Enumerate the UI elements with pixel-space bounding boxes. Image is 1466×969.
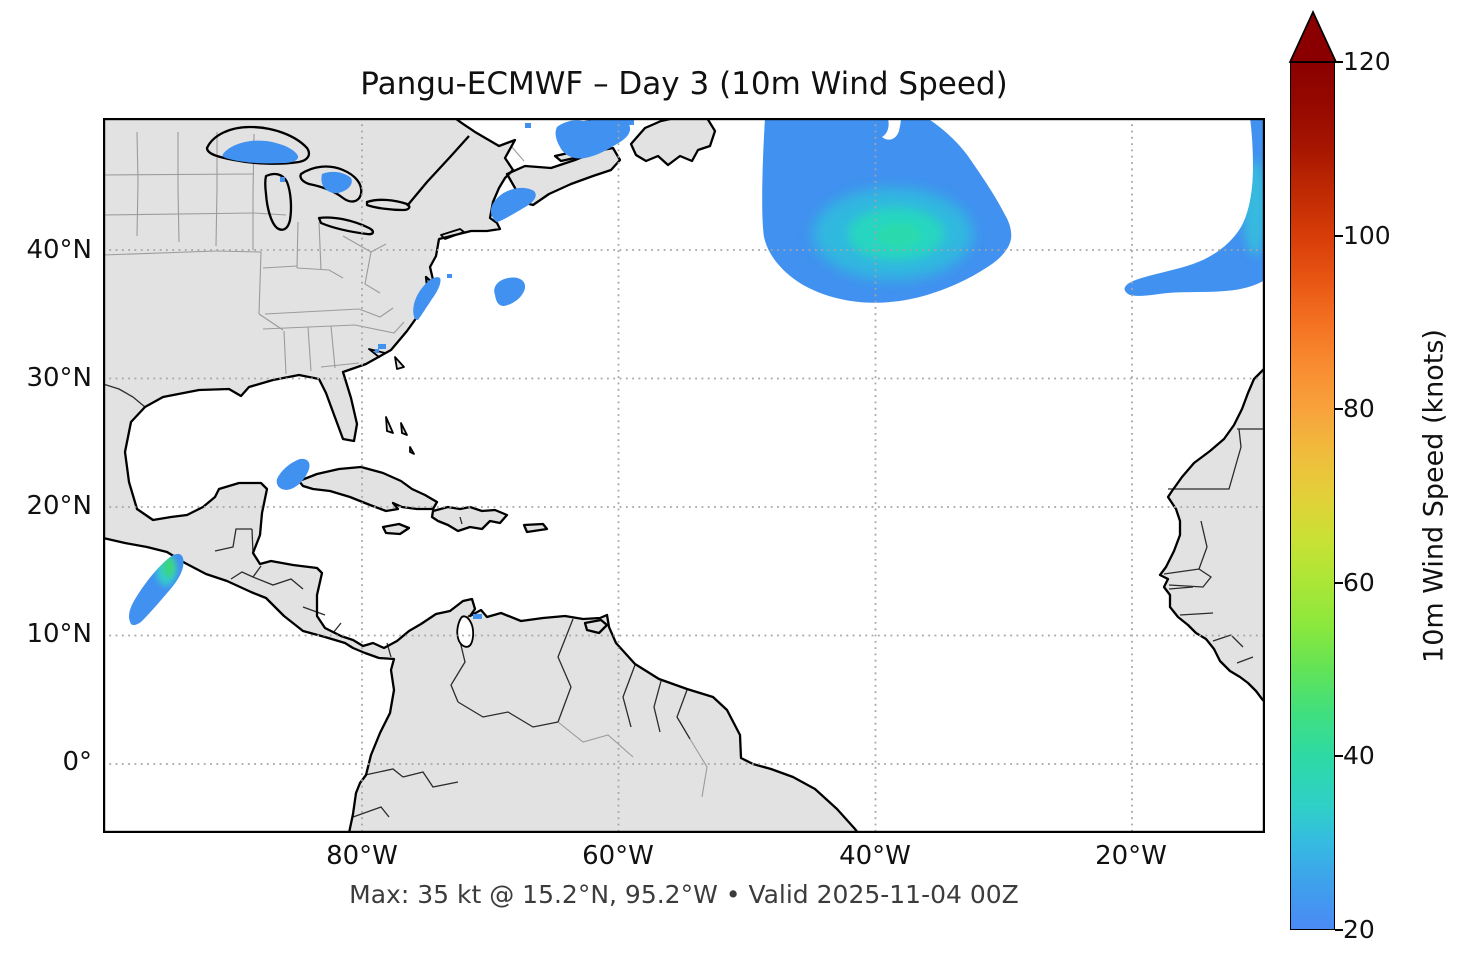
colorbar-label-120: 120 xyxy=(1343,47,1391,76)
wind-patch-mid-atlantic-coast xyxy=(413,277,441,320)
colorbar-label-100: 100 xyxy=(1343,221,1391,250)
wind-patch-nw-cuba xyxy=(276,458,310,490)
x-tick-40w: 40°W xyxy=(839,841,911,871)
colorbar-label-40: 40 xyxy=(1343,741,1375,770)
x-tick-20w: 20°W xyxy=(1095,841,1167,871)
colorbar-tick-100 xyxy=(1335,235,1343,237)
map-svg xyxy=(103,118,1265,833)
country-borders xyxy=(103,383,1265,818)
wind-patch-gulf-st-lawrence xyxy=(525,118,634,159)
plot-title: Pangu-ECMWF – Day 3 (10m Wind Speed) xyxy=(360,66,1008,102)
y-tick-10n: 10°N xyxy=(26,619,92,649)
wind-patch-north-atlantic xyxy=(762,118,1012,303)
wind-patch-gulf-of-maine xyxy=(490,187,536,222)
plot-border xyxy=(103,118,1265,833)
x-tick-60w: 60°W xyxy=(582,841,654,871)
state-borders xyxy=(103,131,708,798)
wind-patch-offshore-oval xyxy=(494,277,526,306)
colorbar-label-20: 20 xyxy=(1343,915,1375,944)
wind-patch-small-dots xyxy=(375,274,482,619)
colorbar-tick-80 xyxy=(1335,408,1343,410)
gridlines xyxy=(103,118,1265,833)
colorbar-tick-120 xyxy=(1335,61,1343,63)
colorbar-label-80: 80 xyxy=(1343,394,1375,423)
colorbar xyxy=(1290,62,1335,930)
coastline xyxy=(103,118,1265,833)
wind-patch-ne-atlantic xyxy=(1124,118,1265,296)
x-tick-80w: 80°W xyxy=(326,841,398,871)
colorbar-title: 10m Wind Speed (knots) xyxy=(1418,329,1450,663)
map-canvas xyxy=(103,118,1265,833)
colorbar-extend-arrow xyxy=(1288,10,1338,63)
wind-patch-lake-superior xyxy=(222,140,352,194)
wind-shading xyxy=(129,118,1265,626)
y-tick-40n: 40°N xyxy=(26,235,92,265)
colorbar-tick-40 xyxy=(1335,755,1343,757)
y-tick-0: 0° xyxy=(62,747,92,777)
wind-patch-tehuantepec xyxy=(129,553,184,626)
colorbar-tick-20 xyxy=(1335,929,1343,931)
y-tick-20n: 20°N xyxy=(26,491,92,521)
colorbar-tick-60 xyxy=(1335,582,1343,584)
y-tick-30n: 30°N xyxy=(26,363,92,393)
land xyxy=(103,118,1265,833)
colorbar-label-60: 60 xyxy=(1343,568,1375,597)
caption: Max: 35 kt @ 15.2°N, 95.2°W • Valid 2025… xyxy=(349,880,1019,909)
